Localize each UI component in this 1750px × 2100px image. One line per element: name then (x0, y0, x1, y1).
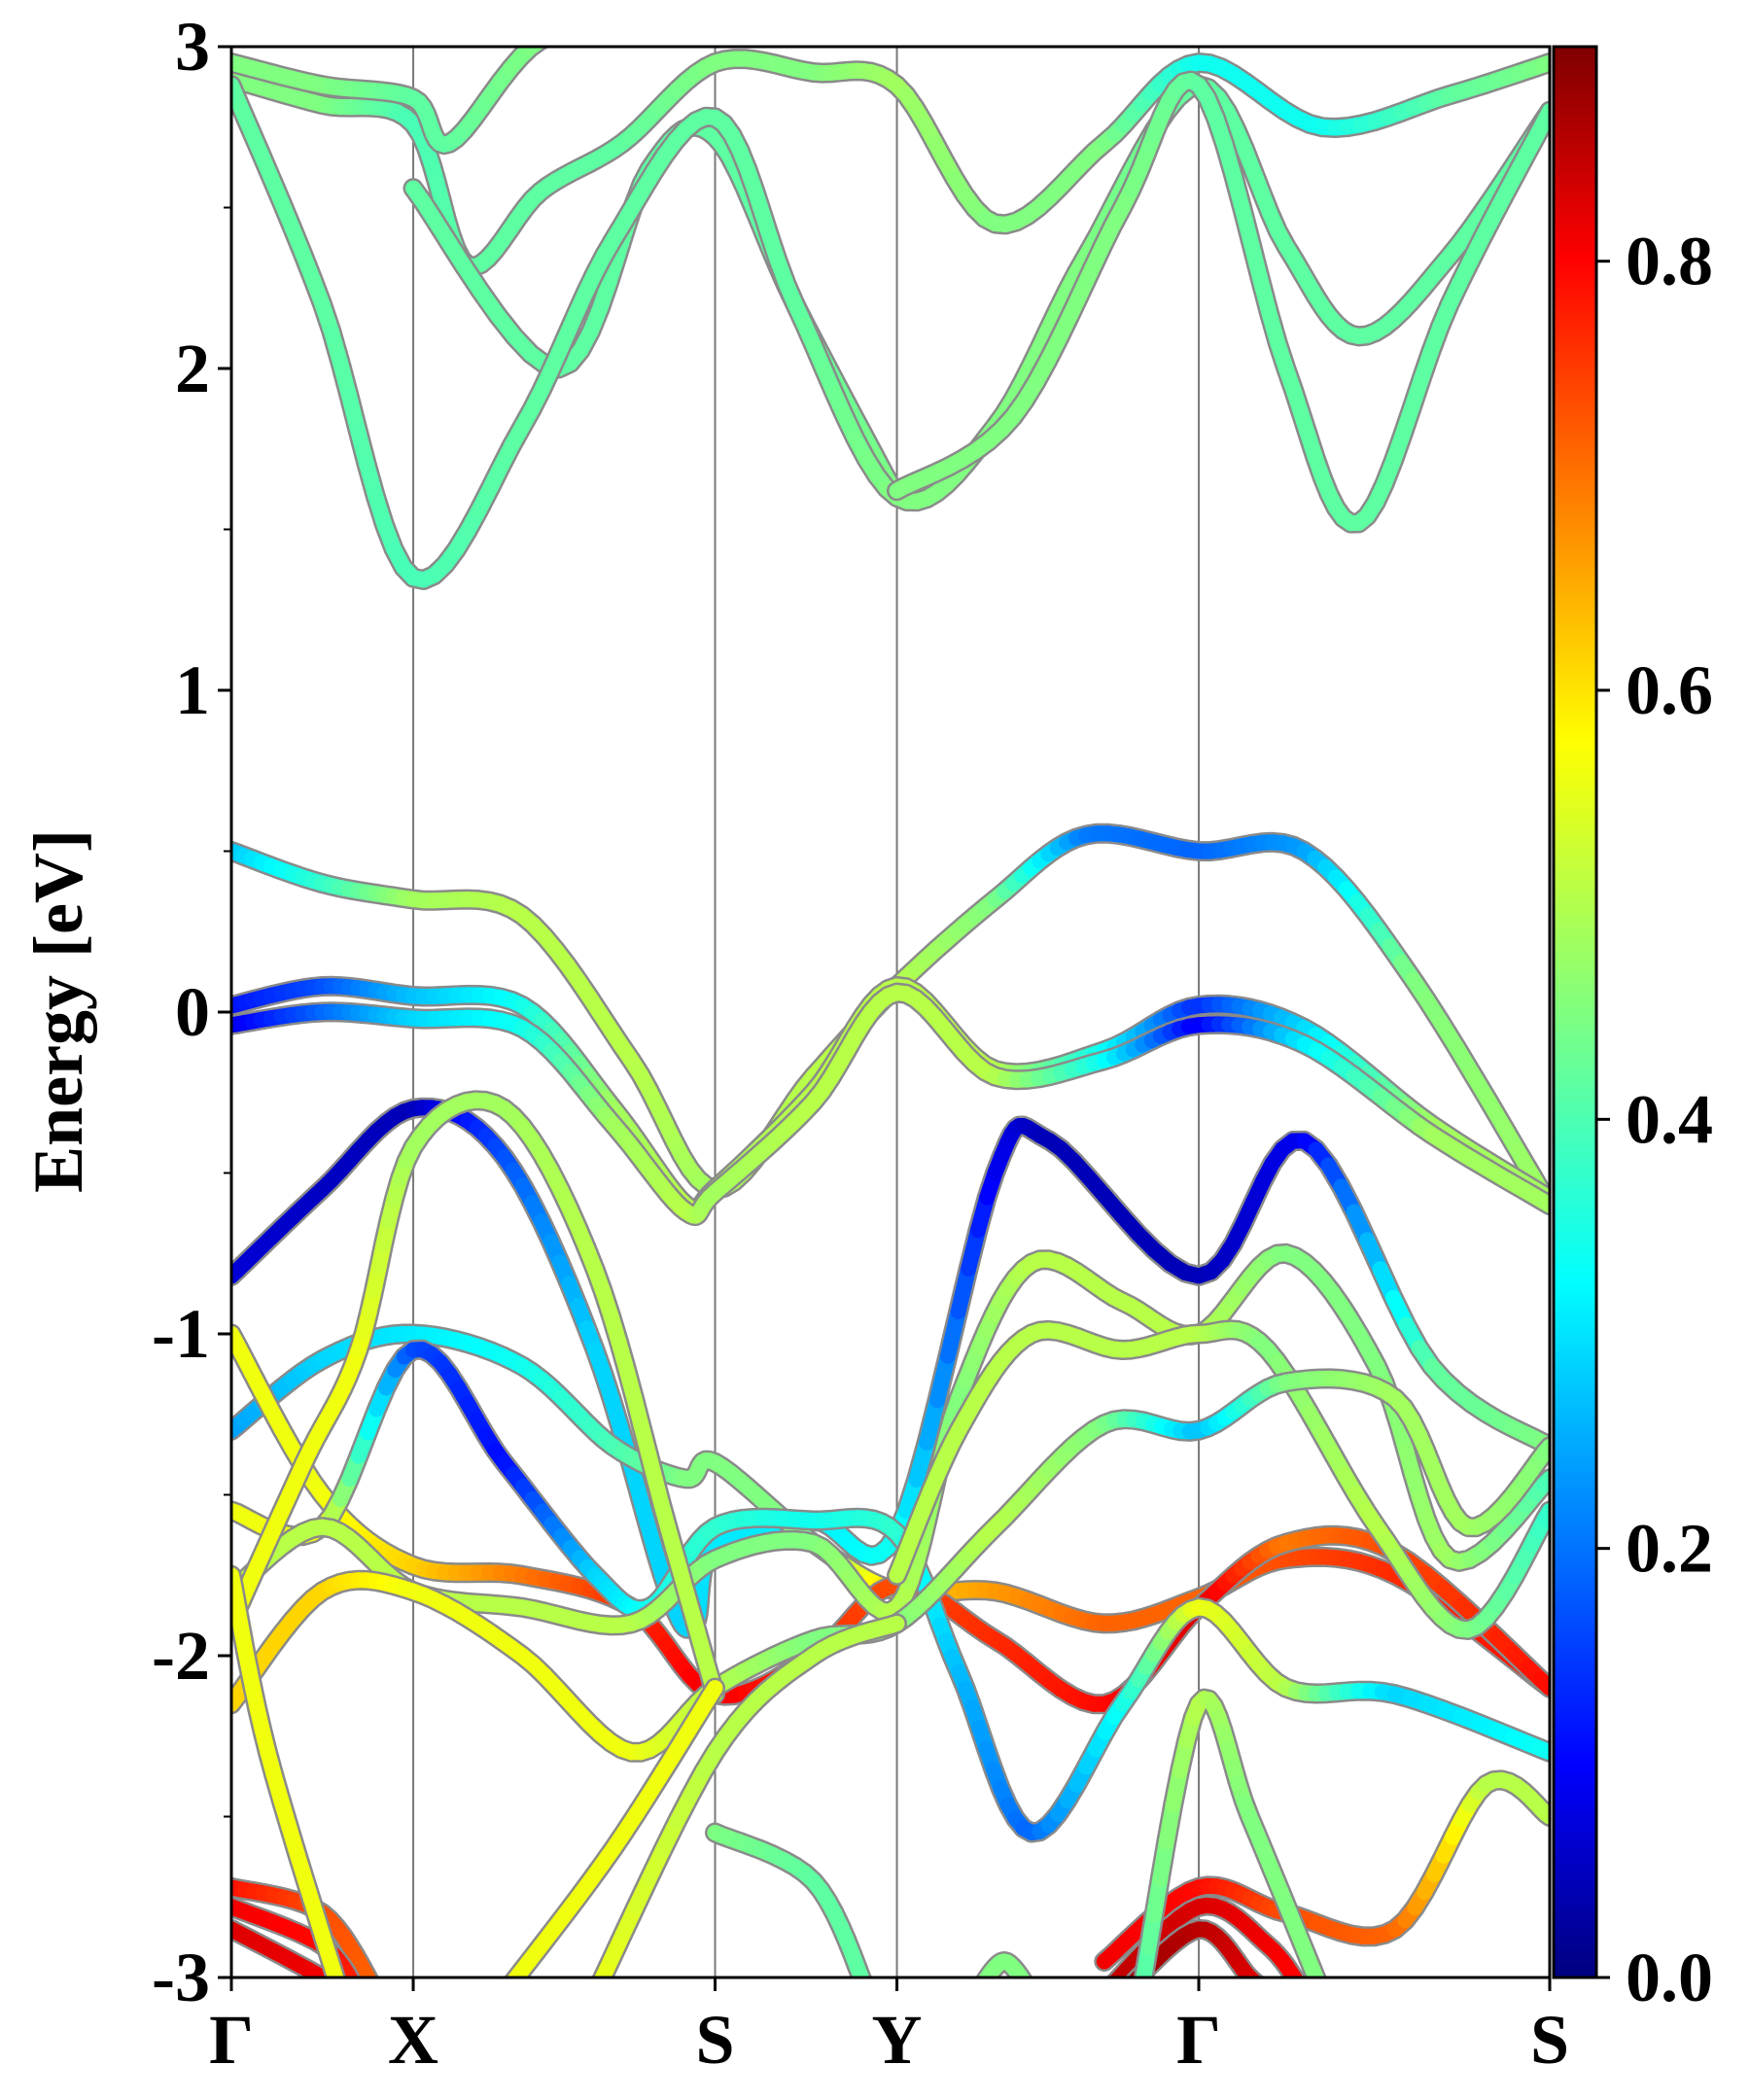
colorbar-ticks: 0.0 0.2 0.4 0.6 0.8 (1596, 223, 1713, 2016)
band-segment (551, 32, 563, 35)
band-line (231, 49, 1550, 277)
band-segment (1300, 1987, 1302, 1991)
band-segment (576, 29, 588, 30)
band-segment (338, 1990, 339, 1991)
band-segment (1532, 1740, 1550, 1761)
band-segment (1127, 1975, 1139, 1978)
band-segment (1245, 1973, 1262, 1978)
band-segment (884, 1615, 905, 1633)
y-tick-label: -2 (152, 1617, 210, 1695)
y-tick-label: -1 (152, 1295, 210, 1373)
band-segment (332, 1977, 334, 1978)
band-segment (320, 1973, 336, 1978)
band-line (231, 1090, 725, 1705)
band-segment (335, 1987, 336, 1989)
band-segment (1123, 1989, 1128, 1993)
band-segment (1108, 1972, 1126, 1978)
band-segment (979, 1988, 981, 1991)
band-segment (363, 1974, 377, 1978)
x-tick-label: X (388, 2001, 438, 2079)
band-segment (357, 1991, 359, 1994)
colorbar-tick-label: 0.6 (1626, 651, 1713, 729)
band-line (231, 1564, 347, 1978)
band-segment (979, 1977, 988, 1978)
band-segment (613, 29, 625, 30)
band-segment (563, 30, 576, 32)
colorbar-tick-label: 0.4 (1626, 1080, 1713, 1158)
band-segment (1257, 1977, 1259, 1978)
band-segment (325, 1975, 337, 1978)
y-axis-label: Energy [eV] (19, 829, 97, 1193)
band-segment (977, 1991, 979, 1993)
band-segment (1312, 1975, 1324, 1978)
band-segment (1264, 1990, 1265, 1991)
colorbar-tick-label: 0.0 (1626, 1939, 1713, 2016)
x-tick-label: S (1530, 2001, 1569, 2079)
band-segment (1260, 1987, 1262, 1989)
band-segment (624, 30, 634, 31)
band-line (231, 982, 1550, 1227)
band-line (231, 29, 634, 156)
band-segment (1015, 1972, 1031, 1978)
band-segment (1262, 1988, 1264, 1989)
band-segment (1030, 1991, 1032, 1993)
band-lines (231, 29, 1550, 1994)
y-tick-label: 2 (175, 330, 210, 407)
band-line (1133, 1688, 1327, 1978)
band-segment (1302, 1991, 1304, 1994)
band-segment (339, 1993, 340, 1994)
y-tick-label: 1 (175, 651, 210, 729)
band-segment (508, 1977, 512, 1978)
x-tick-label: Γ (209, 2001, 254, 2079)
band-segment (1265, 1991, 1266, 1992)
colorbar-tick-label: 0.8 (1626, 223, 1713, 300)
band-line (504, 1677, 725, 1978)
band-segment (338, 1991, 339, 1992)
band-segment (536, 47, 545, 49)
y-tick-label: -3 (152, 1939, 210, 2016)
y-axis-ticks: 3 2 1 0 -1 -2 -3 (152, 8, 231, 2016)
band-segment (337, 1988, 338, 1989)
band-segment (1249, 1975, 1262, 1978)
band-segment (594, 1971, 611, 1978)
y-tick-label: 3 (175, 8, 210, 86)
band-segment (1532, 1671, 1550, 1697)
x-tick-label: S (695, 2001, 734, 2079)
band-line (975, 1951, 1033, 1993)
y-tick-label: 0 (175, 973, 210, 1051)
band-segment (1104, 1988, 1110, 1994)
band-segment (1021, 1977, 1030, 1978)
band-segment (355, 1987, 357, 1991)
colorbar-tick-label: 0.2 (1626, 1510, 1713, 1588)
band-line (887, 70, 1550, 534)
x-tick-label: Y (872, 2001, 923, 2079)
band-line (231, 75, 1550, 590)
band-segment (1028, 1988, 1030, 1991)
band-line (591, 1613, 907, 1978)
band-segment (346, 1975, 359, 1978)
band-segment (701, 1680, 723, 1705)
band-line (231, 1918, 341, 1994)
band-segment (1267, 1993, 1268, 1994)
band-line (887, 1319, 1550, 1640)
band-segment (339, 1992, 340, 1993)
band-segment (978, 1972, 994, 1978)
band-line (1123, 1918, 1268, 1994)
band-segment (374, 1988, 377, 1993)
band-line (705, 1822, 873, 1993)
band-segment (865, 1986, 868, 1993)
band-segment (1290, 1975, 1304, 1978)
band-segment (1266, 1992, 1267, 1993)
band-segment (328, 1971, 344, 1978)
colorbar (1552, 45, 1598, 1979)
x-tick-label: Γ (1176, 2001, 1221, 2079)
